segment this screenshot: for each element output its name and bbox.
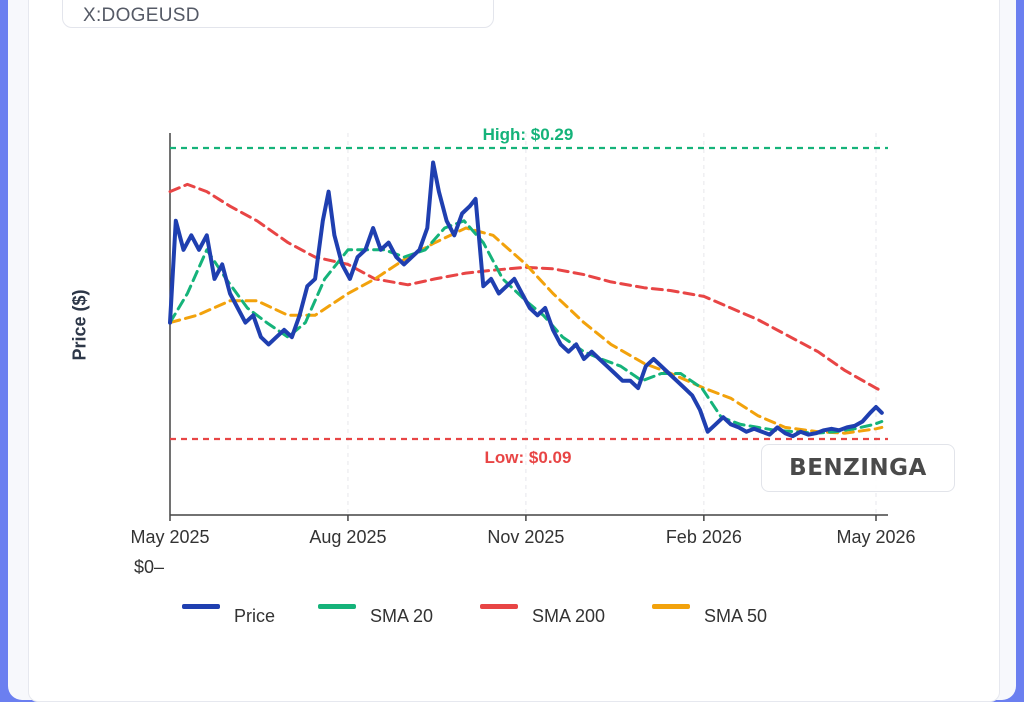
x-tick-label-3: Feb 2026 [666,527,742,547]
series-line-sma-50 [168,226,884,435]
legend-label-sma20: SMA 20 [370,606,434,626]
legend-swatch-sma20 [318,604,356,609]
legend-swatch-price [182,604,220,609]
x-tick-label-1: Aug 2025 [309,527,386,547]
y-axis-label: Price ($) [69,289,90,361]
x-tick-label-2: Nov 2025 [487,527,564,547]
series-line-sma-200 [168,182,884,393]
y-zero-tick: $0– [134,557,165,577]
ticker-box: X:DOGEUSD [62,0,494,28]
legend-swatch-sma200 [480,604,518,609]
x-tick-label-0: May 2025 [130,527,209,547]
series-line-price [168,160,884,439]
legend-label-sma200: SMA 200 [532,606,606,626]
price-chart: May 2025 Aug 2025 Nov 2025 Feb 2026 May 2026… [130,125,915,547]
legend-swatch-sma50 [652,604,690,609]
x-tick-label-4: May 2026 [836,527,915,547]
y-zero-tick-label: $0 [134,557,155,577]
chart-card [28,0,1000,702]
reference-label-1: Low: $0.09 [485,448,572,467]
legend-label-sma50: SMA 50 [704,606,768,626]
legend-label-price: Price [234,606,276,626]
reference-label-0: High: $0.29 [483,125,574,144]
chart-legend: Price SMA 20 SMA 200 SMA 50 [182,604,822,628]
ticker-label: X:DOGEUSD [83,5,200,26]
benzinga-watermark: BENZINGA [761,444,955,492]
